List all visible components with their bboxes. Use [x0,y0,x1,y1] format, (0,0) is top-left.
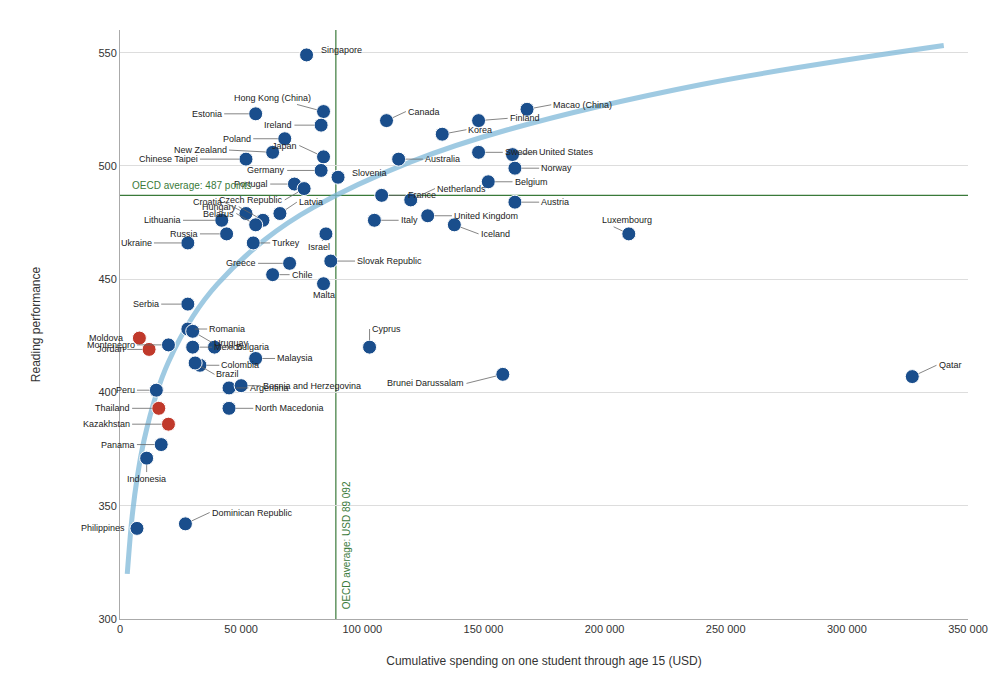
svg-text:Singapore: Singapore [321,45,362,55]
svg-text:Kazakhstan: Kazakhstan [83,419,130,429]
svg-text:Iceland: Iceland [481,229,510,239]
svg-text:Argentina: Argentina [250,383,289,393]
svg-text:Malaysia: Malaysia [277,353,313,363]
svg-text:Ukraine: Ukraine [121,238,152,248]
svg-text:150 000: 150 000 [464,623,504,635]
svg-text:Germany: Germany [247,165,285,175]
svg-text:United Kingdom: United Kingdom [454,211,518,221]
svg-text:OECD average: 487 points: OECD average: 487 points [132,180,252,191]
svg-text:550: 550 [98,47,116,59]
svg-text:100 000: 100 000 [342,623,382,635]
svg-text:Slovenia: Slovenia [352,168,387,178]
svg-text:Indonesia: Indonesia [127,474,166,484]
svg-text:North Macedonia: North Macedonia [255,403,324,413]
svg-text:Macao (China): Macao (China) [553,100,612,110]
svg-text:Dominican Republic: Dominican Republic [212,508,293,518]
svg-text:Latvia: Latvia [299,197,323,207]
svg-text:Malta: Malta [313,290,335,300]
svg-text:Bosnia and Herzegovina: Bosnia and Herzegovina [263,381,361,391]
svg-text:300: 300 [98,613,116,625]
svg-text:Jordan: Jordan [97,344,125,354]
svg-text:Reading performance: Reading performance [29,266,43,382]
svg-text:Estonia: Estonia [192,109,222,119]
svg-text:450: 450 [98,273,116,285]
svg-text:350 000: 350 000 [948,623,988,635]
svg-text:Brazil: Brazil [216,369,239,379]
svg-text:Cumulative spending on one stu: Cumulative spending on one student throu… [386,654,702,668]
svg-text:Croatia: Croatia [193,197,222,207]
svg-text:Slovak Republic: Slovak Republic [357,256,422,266]
svg-text:Luxembourg: Luxembourg [602,215,652,225]
svg-text:Korea: Korea [468,125,492,135]
svg-text:Canada: Canada [408,107,440,117]
svg-text:Brunei Darussalam: Brunei Darussalam [387,378,464,388]
svg-text:300 000: 300 000 [827,623,867,635]
svg-text:Colombia: Colombia [221,360,259,370]
svg-text:Belarus: Belarus [203,209,234,219]
svg-text:Qatar: Qatar [939,360,962,370]
svg-text:Thailand: Thailand [95,403,130,413]
svg-text:Montenegro: Montenegro [87,340,135,350]
svg-text:Russia: Russia [170,229,198,239]
svg-text:400: 400 [98,386,116,398]
svg-text:Greece: Greece [226,258,256,268]
svg-text:Belgium: Belgium [515,177,548,187]
svg-text:Japan: Japan [272,141,297,151]
svg-text:Philippines: Philippines [81,523,125,533]
svg-text:50 000: 50 000 [224,623,258,635]
svg-text:Bulgaria: Bulgaria [236,342,269,352]
svg-text:Israel: Israel [308,242,330,252]
svg-text:Serbia: Serbia [133,299,159,309]
svg-text:Chile: Chile [292,270,313,280]
svg-text:OECD average: USD 89 092: OECD average: USD 89 092 [341,481,352,609]
svg-text:Moldova: Moldova [89,333,123,343]
svg-text:Uruguay: Uruguay [214,338,249,348]
svg-text:Hungary: Hungary [202,202,237,212]
svg-text:Hong Kong (China): Hong Kong (China) [234,93,311,103]
svg-text:Netherlands: Netherlands [437,184,486,194]
svg-text:Czech Republic: Czech Republic [219,195,283,205]
svg-text:New Zealand: New Zealand [174,145,227,155]
svg-text:Australia: Australia [425,154,460,164]
svg-text:Chinese Taipei: Chinese Taipei [139,154,198,164]
svg-text:200 000: 200 000 [585,623,625,635]
svg-text:Portugal: Portugal [234,179,268,189]
svg-text:Ireland: Ireland [264,120,292,130]
svg-text:Finland: Finland [510,113,540,123]
svg-text:500: 500 [98,160,116,172]
svg-text:Norway: Norway [541,163,572,173]
svg-text:Mexico: Mexico [214,342,243,352]
svg-text:Poland: Poland [223,134,251,144]
svg-text:United States: United States [539,147,594,157]
svg-text:Sweden: Sweden [505,147,538,157]
svg-text:350: 350 [98,500,116,512]
svg-text:0: 0 [117,623,123,635]
svg-text:Italy: Italy [401,215,418,225]
svg-text:Romania: Romania [209,324,245,334]
svg-text:Turkey: Turkey [272,238,300,248]
svg-text:France: France [408,190,436,200]
svg-text:Cyprus: Cyprus [372,324,401,334]
svg-text:Peru: Peru [116,385,135,395]
svg-text:250 000: 250 000 [706,623,746,635]
svg-text:Austria: Austria [541,197,569,207]
svg-text:Lithuania: Lithuania [144,215,181,225]
svg-text:Panama: Panama [101,440,135,450]
